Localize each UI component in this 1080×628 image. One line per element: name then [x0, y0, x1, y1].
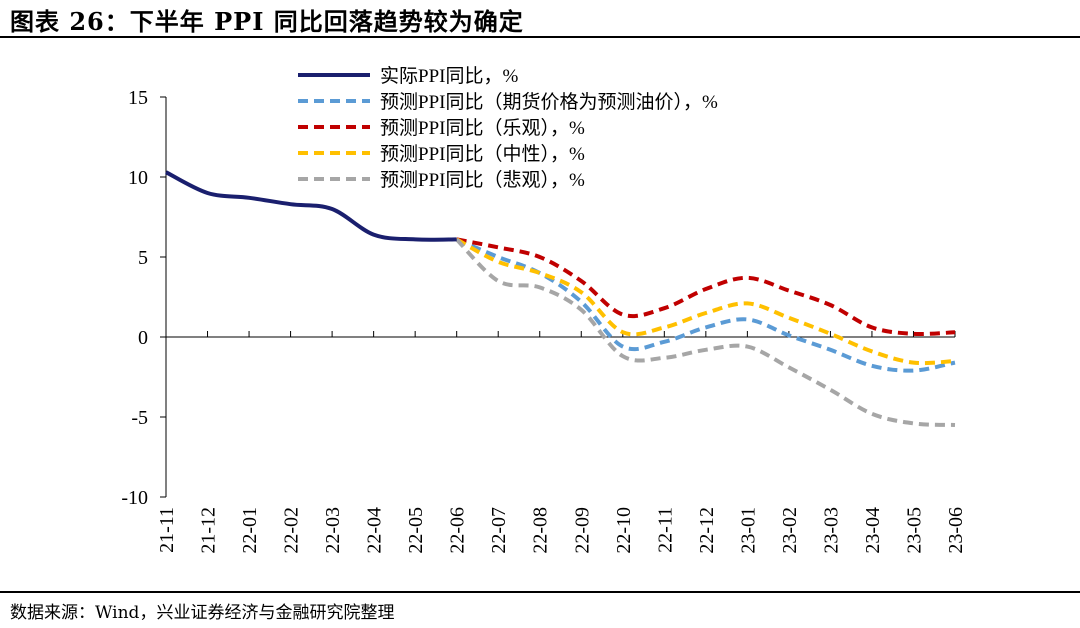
x-tick-label: 22-07 — [488, 507, 510, 554]
x-tick-label: 23-04 — [862, 507, 884, 554]
source-note: 数据来源：Wind，兴业证券经济与金融研究院整理 — [10, 603, 395, 623]
y-tick-label: -5 — [131, 407, 148, 429]
y-tick-label: 0 — [138, 327, 148, 349]
x-tick-label: 22-08 — [530, 507, 552, 554]
x-tick-label: 22-12 — [696, 507, 718, 554]
x-tick-label: 23-03 — [820, 507, 842, 554]
x-tick-label: 22-05 — [405, 507, 427, 554]
bottom-divider — [0, 591, 1080, 593]
x-tick-label: 22-04 — [364, 507, 386, 554]
x-tick-label: 21-11 — [156, 507, 178, 553]
x-tick-label: 22-10 — [613, 507, 635, 554]
x-tick-label: 22-02 — [281, 507, 303, 554]
line-chart: -10 -5 0 5 10 15 21-11 21-12 22-01 22-02 22-03 22-0… — [121, 65, 967, 554]
series-line-3 — [455, 237, 956, 366]
series-line-1 — [455, 237, 956, 373]
legend: 实际PPI同比，% 预测PPI同比（期货价格为预测油价），% 预测PPI同比（乐观）… — [298, 65, 718, 191]
x-tick-label: 22-06 — [447, 507, 469, 554]
legend-label-2: 预测PPI同比（乐观），% — [380, 117, 585, 139]
legend-label-3: 预测PPI同比（中性），% — [380, 143, 585, 165]
x-tick-label: 21-12 — [198, 507, 220, 554]
x-tick-label: 23-06 — [945, 507, 967, 554]
series-line-4 — [455, 237, 956, 427]
y-tick-label: -10 — [121, 487, 148, 509]
y-tick-label: 5 — [138, 247, 148, 269]
x-tick-label: 23-05 — [903, 507, 925, 554]
series-layer — [165, 170, 956, 427]
x-tick-label: 22-09 — [571, 507, 593, 554]
y-tick-label: 15 — [128, 87, 148, 109]
x-tick-label: 22-01 — [239, 507, 261, 554]
y-tick-label: 10 — [128, 167, 148, 189]
series-line-0 — [165, 170, 457, 242]
axes-layer: -10 -5 0 5 10 15 21-11 21-12 22-01 22-02 22-03 22-0… — [121, 87, 967, 554]
x-tick-label: 22-03 — [322, 507, 344, 554]
top-divider — [0, 36, 1080, 38]
x-tick-label: 23-02 — [779, 507, 801, 554]
x-tick-label: 22-11 — [654, 507, 676, 553]
legend-label-1: 预测PPI同比（期货价格为预测油价），% — [380, 91, 718, 113]
legend-label-0: 实际PPI同比，% — [380, 65, 518, 87]
x-tick-label: 23-01 — [737, 507, 759, 554]
legend-label-4: 预测PPI同比（悲观），% — [380, 169, 585, 191]
chart-title: 图表 26：下半年 PPI 同比回落趋势较为确定 — [10, 7, 524, 36]
series-line-2 — [456, 237, 956, 336]
